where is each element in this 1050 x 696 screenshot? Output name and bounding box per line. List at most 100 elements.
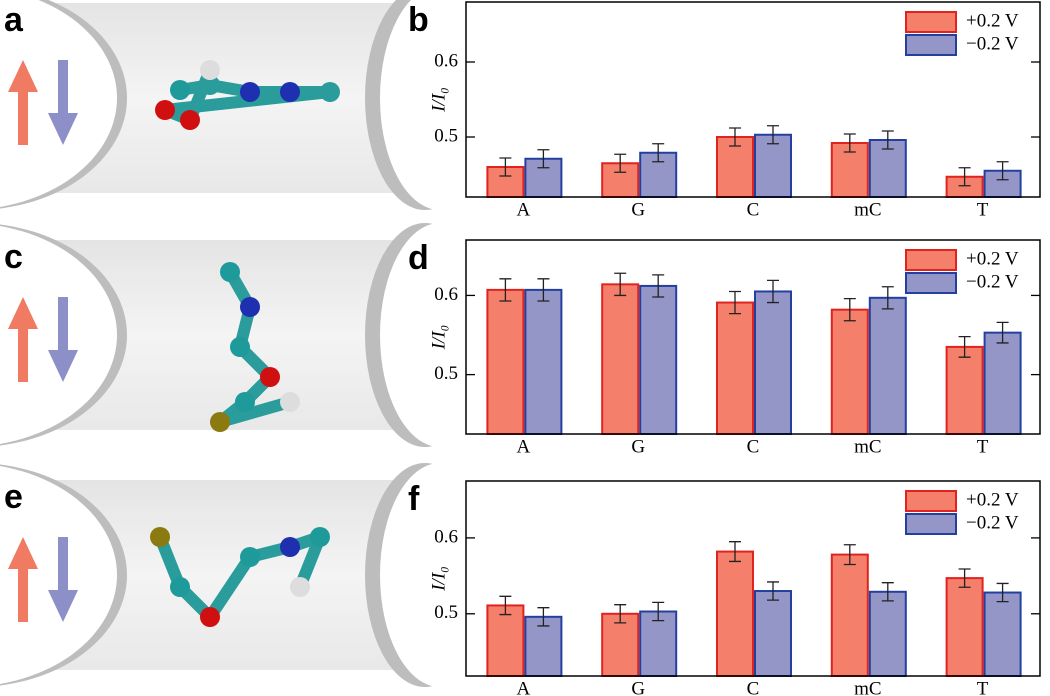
x-tick-label: A [517,436,531,457]
error-bar [537,607,550,627]
bar [639,284,678,436]
x-tick-label: T [977,199,989,220]
atom [200,607,220,627]
y-tick-label: 0.6 [434,284,458,305]
bar [754,590,792,678]
legend-label: −0.2 V [966,271,1019,292]
x-tick-label: C [747,436,760,457]
atom [310,527,330,547]
panel-letter: f [408,480,420,518]
plot-frame [465,1,1041,198]
pore-wall [380,223,500,447]
error-bar [614,272,627,297]
atom [240,82,260,102]
arrow-up [8,537,38,622]
arrow-down [48,297,78,382]
y-axis-label: I/I₀ [428,325,449,351]
error-bar [958,335,971,358]
error-bar [652,143,665,163]
atom [290,577,310,597]
atom [320,82,340,102]
y-tick-label: 0.5 [434,363,458,384]
legend-label: +0.2 V [966,489,1019,510]
error-bar [537,278,550,302]
bar [486,604,525,677]
x-tick-label: A [517,678,531,696]
atom [280,82,300,102]
pore-wall [380,0,500,210]
x-tick-label: T [977,436,989,457]
error-bar [499,278,512,302]
bar [830,553,869,678]
atom [230,337,250,357]
legend-swatch [905,11,957,33]
bar [601,283,640,436]
bar [830,308,869,436]
panel-letter: b [408,1,429,39]
plot-frame [465,480,1041,677]
error-bar [499,157,512,177]
error-bar [843,544,856,566]
error-bar [767,279,779,304]
error-bar [881,130,894,150]
arrow-up [8,297,38,382]
error-bar [996,161,1009,181]
x-tick-label: G [631,436,645,457]
pore-wall [380,463,500,687]
x-tick-label: mC [854,436,881,457]
bar [754,290,792,435]
error-bar [614,604,627,624]
atom [220,262,240,282]
error-bar [767,581,779,601]
error-bar [843,133,856,153]
panel-letter: e [4,478,23,516]
legend-label: −0.2 V [966,512,1019,533]
error-bar [729,290,741,315]
panel-letter: a [4,1,24,39]
y-axis-label: I/I₀ [428,87,449,113]
legend-label: −0.2 V [966,33,1019,54]
legend-swatch [905,249,957,271]
x-tick-label: mC [854,678,881,696]
error-bar [729,127,741,147]
bond [214,396,296,428]
arrow-down [48,537,78,622]
x-tick-label: C [747,199,760,220]
error-bar [537,149,550,169]
atom [200,75,220,95]
arrow-down [48,60,78,145]
legend-label: +0.2 V [966,248,1019,269]
atom [235,392,255,412]
error-bar [881,286,894,310]
x-tick-label: C [747,678,760,696]
arrow-up [8,60,38,145]
y-tick-label: 0.6 [434,50,458,71]
error-bar [843,297,856,322]
atom [150,527,170,547]
legend-swatch [905,34,957,56]
atom [280,537,300,557]
legend-label: +0.2 V [966,10,1019,31]
x-tick-label: G [631,678,645,696]
bar [945,345,984,435]
bar [486,288,525,435]
error-bar [767,125,779,145]
atom [240,547,260,567]
error-bar [499,595,512,616]
x-tick-label: T [977,678,989,696]
bar [983,331,1022,435]
error-bar [958,167,971,187]
legend-swatch [905,513,957,535]
error-bar [729,541,741,563]
bar [524,288,563,435]
y-tick-label: 0.5 [434,602,458,623]
atom [170,80,190,100]
error-bar [996,321,1009,344]
atom [180,110,200,130]
atom [200,60,220,80]
bar [868,590,907,677]
panel-letter: d [408,239,429,277]
error-bar [996,582,1009,603]
y-tick-label: 0.6 [434,526,458,547]
